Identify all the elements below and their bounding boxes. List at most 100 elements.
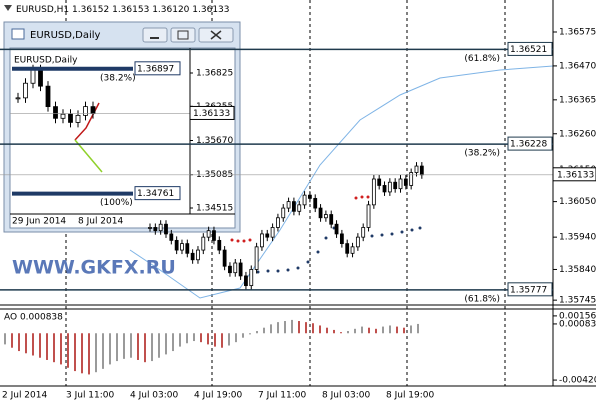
inset-y-tick-label: 1.35085	[196, 170, 233, 180]
candle	[228, 265, 232, 274]
high: 1.36153	[112, 5, 149, 15]
x-tick-label: 8 Jul 19:00	[386, 391, 435, 400]
candle	[153, 227, 158, 232]
ao-label: AO 0.000838	[4, 313, 63, 323]
candle	[196, 249, 200, 261]
candle	[313, 197, 318, 209]
close-icon	[210, 30, 222, 40]
candle	[206, 230, 211, 238]
candle	[201, 236, 206, 251]
inset-candle	[23, 82, 28, 99]
candle	[350, 246, 355, 254]
candle	[387, 181, 392, 193]
y-tick-label: 1.35940	[559, 233, 596, 243]
candle	[222, 249, 227, 267]
inset-current-box	[189, 105, 235, 120]
maximize-icon	[177, 30, 189, 40]
candle	[265, 233, 270, 238]
candle	[174, 239, 179, 251]
candle	[377, 178, 382, 186]
fib-price-box	[507, 136, 553, 151]
candle	[366, 204, 371, 228]
candle	[403, 178, 408, 186]
inset-x-label: 29 Jun 2014	[12, 217, 66, 227]
x-tick-label: 4 Jul 19:00	[194, 391, 243, 400]
candle	[393, 181, 398, 190]
inset-candle	[53, 106, 58, 119]
y-tick-label: 1.35745	[559, 296, 596, 306]
inset-candle	[83, 106, 88, 116]
symbol: EURUSD,H1	[16, 5, 69, 15]
chart-header: EURUSD,H1 1.36152 1.36153 1.36120 1.3613…	[16, 5, 230, 15]
ao-tick-label: -0.004207	[559, 376, 596, 386]
candle	[217, 239, 222, 251]
x-tick-label: 7 Jul 11:00	[258, 391, 307, 400]
symbol-icon	[4, 5, 12, 11]
y-tick-label: 1.36260	[559, 129, 596, 139]
inset-level-ratio: (100%)	[100, 198, 133, 208]
candle	[334, 223, 339, 235]
fib-price-box	[507, 282, 553, 297]
candle	[190, 252, 195, 261]
forecast-down	[74, 139, 103, 173]
candle	[148, 227, 152, 229]
fib-ratio: (61.8%)	[464, 54, 500, 64]
inset-level-price: 1.34761	[137, 189, 174, 199]
candle	[260, 233, 264, 248]
candle	[169, 233, 174, 241]
inset-level-box	[134, 61, 181, 76]
inset-chart-label: EURUSD,Daily	[14, 56, 78, 66]
candle	[307, 194, 312, 199]
candle	[180, 243, 184, 251]
y-tick-label: 1.36365	[559, 95, 596, 105]
open: 1.36152	[72, 5, 109, 15]
inset-candle	[60, 113, 66, 119]
candle	[409, 172, 414, 186]
fib-ratio: (38.2%)	[464, 149, 500, 159]
candle	[318, 207, 323, 219]
fib-price: 1.36228	[510, 140, 547, 150]
candle	[302, 194, 307, 206]
inset-candle	[38, 69, 43, 87]
inset-candle	[68, 113, 73, 123]
fib-price-box	[507, 41, 553, 56]
maximize-button[interactable]	[170, 27, 196, 43]
candle	[323, 214, 328, 219]
inset-y-tick-label: 1.36825	[196, 69, 233, 79]
candle	[249, 269, 254, 287]
candle	[233, 262, 238, 274]
y-tick-label: 1.36470	[559, 61, 596, 71]
candle	[164, 223, 168, 235]
candle	[419, 165, 424, 176]
fib-price: 1.35777	[510, 285, 547, 295]
close: 1.36133	[192, 5, 229, 15]
fib-ratio: (61.8%)	[464, 294, 500, 304]
inset-candle	[45, 85, 51, 108]
x-tick-label: 3 Jul 11:00	[66, 391, 115, 400]
candle	[355, 236, 360, 248]
candle	[339, 233, 344, 245]
inset-level-ratio: (38.2%)	[100, 73, 136, 83]
watermark: WWW.GKFX.RU	[12, 257, 176, 279]
current-price-box	[552, 167, 596, 182]
candle	[244, 275, 248, 287]
sar-dots-red	[230, 195, 370, 243]
candle	[270, 227, 275, 238]
inset-level-price: 1.36897	[137, 64, 174, 74]
ao-tick-label: 0.000838	[559, 319, 596, 329]
candle	[371, 178, 376, 206]
candle	[414, 165, 419, 173]
x-tick-label: 8 Jul 03:00	[322, 391, 371, 400]
candle	[185, 243, 190, 254]
inset-candle	[75, 114, 81, 123]
candle	[329, 214, 334, 225]
x-tick-label: 2 Jul 2014	[2, 391, 47, 400]
inset-y-tick-label: 1.34515	[196, 204, 233, 214]
inset-window: EURUSD,Daily EURUSD,Daily 1.368251.36255…	[3, 21, 241, 233]
minimize-button[interactable]	[142, 27, 168, 43]
inset-level-box	[134, 186, 181, 201]
inset-plot	[9, 47, 236, 229]
candle	[361, 227, 366, 238]
candle	[345, 243, 350, 254]
inset-candle	[30, 69, 36, 84]
